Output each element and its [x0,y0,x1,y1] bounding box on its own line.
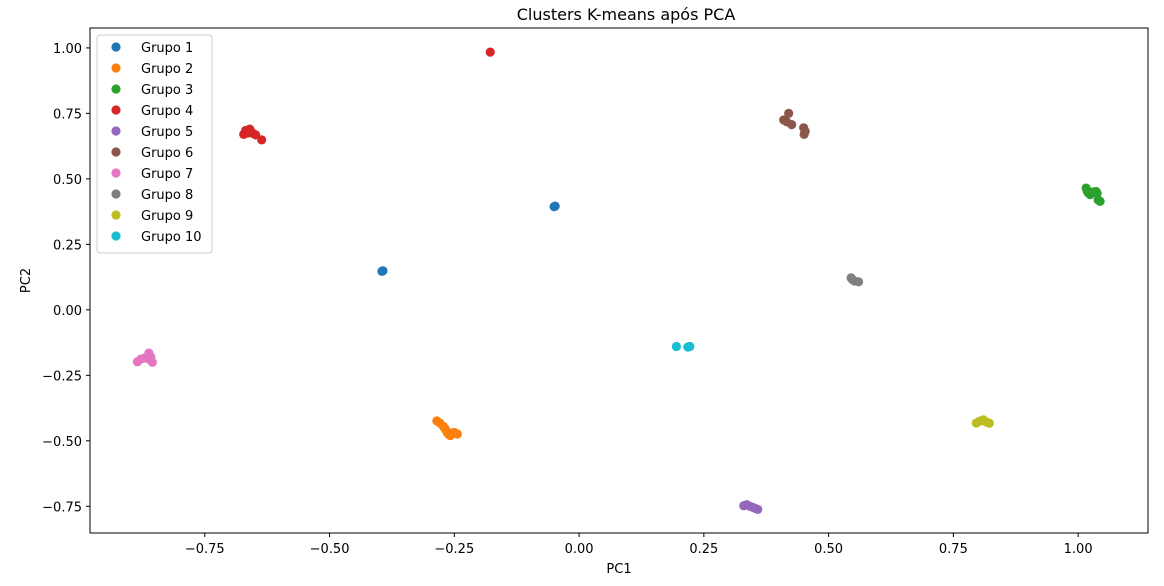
data-point [550,201,560,211]
legend-label: Grupo 1 [141,41,193,56]
data-point [1092,188,1102,198]
legend-marker [111,63,121,73]
y-tick-label: −0.25 [42,369,82,384]
y-tick-label: 0.00 [53,304,82,319]
data-points [132,47,1105,515]
legend-label: Grupo 8 [141,188,193,203]
y-axis-label: PC2 [19,268,34,293]
legend-marker [111,189,121,199]
data-point [378,266,388,276]
data-point [145,355,155,365]
data-point [485,47,495,57]
chart-title: Clusters K-means após PCA [517,5,736,24]
legend-label: Grupo 5 [141,125,193,140]
x-tick-label: 0.50 [814,542,843,557]
x-tick-label: −0.75 [185,542,225,557]
data-point [799,129,809,139]
legend-marker [111,231,121,241]
legend-box [96,34,213,254]
x-tick-label: 1.00 [1064,542,1093,557]
data-point [671,341,681,352]
y-tick-label: 0.50 [53,173,82,188]
x-tick-label: −0.50 [310,542,350,557]
x-tick-label: 0.25 [689,542,718,557]
legend-marker [111,105,121,115]
data-point [685,341,695,352]
y-tick-label: 1.00 [53,42,82,57]
x-tick-label: 0.75 [939,542,968,557]
legend-marker [111,168,121,178]
legend-label: Grupo 2 [141,62,193,77]
legend-label: Grupo 3 [141,83,193,98]
data-point [787,120,797,130]
data-point [784,108,794,118]
y-tick-label: 0.25 [53,238,82,253]
data-point [452,429,462,439]
data-point [257,135,267,145]
data-point [984,418,994,428]
plot-frame [89,27,1149,534]
x-tick-label: −0.25 [434,542,474,557]
legend: Grupo 1 Grupo 2 Grupo 3 Grupo 4 Grupo 5 Grupo… [96,34,213,254]
legend-marker [111,42,121,52]
x-tick-label: 0.00 [565,542,594,557]
legend-marker [111,147,121,157]
data-point [853,277,864,287]
legend-label: Grupo 4 [141,104,193,119]
y-tick-label: −0.75 [42,500,82,515]
legend-marker [111,84,121,94]
legend-label: Grupo 10 [141,230,202,245]
data-point [1095,196,1105,206]
x-axis-label: PC1 [606,562,631,577]
legend-marker [111,210,121,220]
data-point [753,504,763,515]
legend-label: Grupo 7 [141,167,193,182]
y-tick-label: 0.75 [53,107,82,122]
legend-marker [111,126,121,136]
axis-ticks: −0.75 −0.50 −0.25 0.00 0.25 0.50 0.75 1.00 1.00 0… [42,42,1092,557]
legend-label: Grupo 6 [141,146,193,161]
y-tick-label: −0.50 [42,435,82,450]
legend-label: Grupo 9 [141,209,193,224]
